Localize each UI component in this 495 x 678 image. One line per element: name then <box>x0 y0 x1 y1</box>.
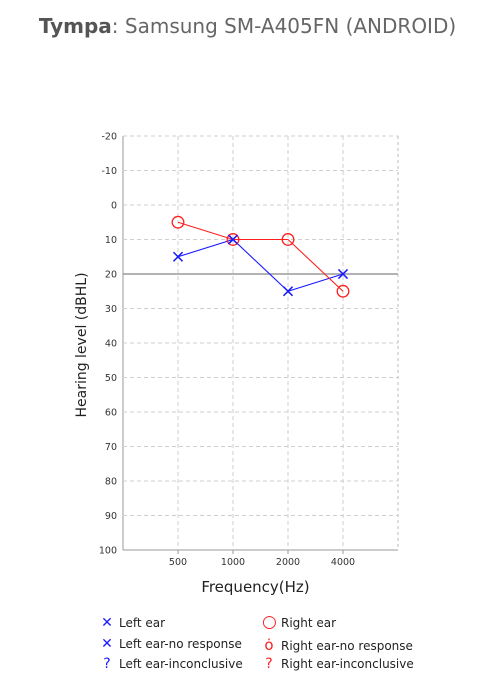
x-tick-label: 1000 <box>221 557 245 568</box>
y-tick-label: 90 <box>105 511 117 522</box>
right-ear-line <box>177 221 344 292</box>
y-tick-label: -20 <box>101 132 117 143</box>
left-ear-point-overlay <box>283 286 293 297</box>
y-tick-label: 70 <box>105 442 117 453</box>
left-ear-line <box>177 238 344 292</box>
y-tick-label: -10 <box>101 166 117 177</box>
y-tick-label: 10 <box>105 235 117 246</box>
page-title: Tympa: Samsung SM-A405FN (ANDROID) <box>0 14 495 38</box>
x-tick-label: 4000 <box>331 557 355 568</box>
y-tick-label: 80 <box>105 477 117 488</box>
app-name: Tympa <box>38 14 112 38</box>
y-axis-title: Hearing level (dBHL) <box>74 272 90 417</box>
left-ear-point-overlay <box>338 269 348 279</box>
right-ear-point <box>336 284 350 298</box>
right-ear-point <box>171 215 185 229</box>
title-separator: : <box>111 14 125 38</box>
right-ear-point <box>226 233 240 246</box>
x-tick-label: 2000 <box>276 557 300 568</box>
device-name: Samsung SM-A405FN (ANDROID) <box>124 14 457 38</box>
y-tick-label: 30 <box>105 304 117 315</box>
right-ear-point <box>281 233 295 246</box>
x-tick-label: 500 <box>169 557 187 568</box>
x-axis-title: Frequency(Hz) <box>201 578 309 596</box>
y-tick-label: 0 <box>111 201 117 212</box>
left-ear-point-overlay <box>228 234 238 245</box>
y-tick-label: 100 <box>99 546 117 557</box>
left-ear-point-overlay <box>173 251 183 262</box>
y-tick-label: 20 <box>105 270 117 281</box>
y-tick-label: 40 <box>105 339 117 350</box>
y-tick-label: 60 <box>105 408 117 419</box>
y-tick-label: 50 <box>105 373 117 384</box>
